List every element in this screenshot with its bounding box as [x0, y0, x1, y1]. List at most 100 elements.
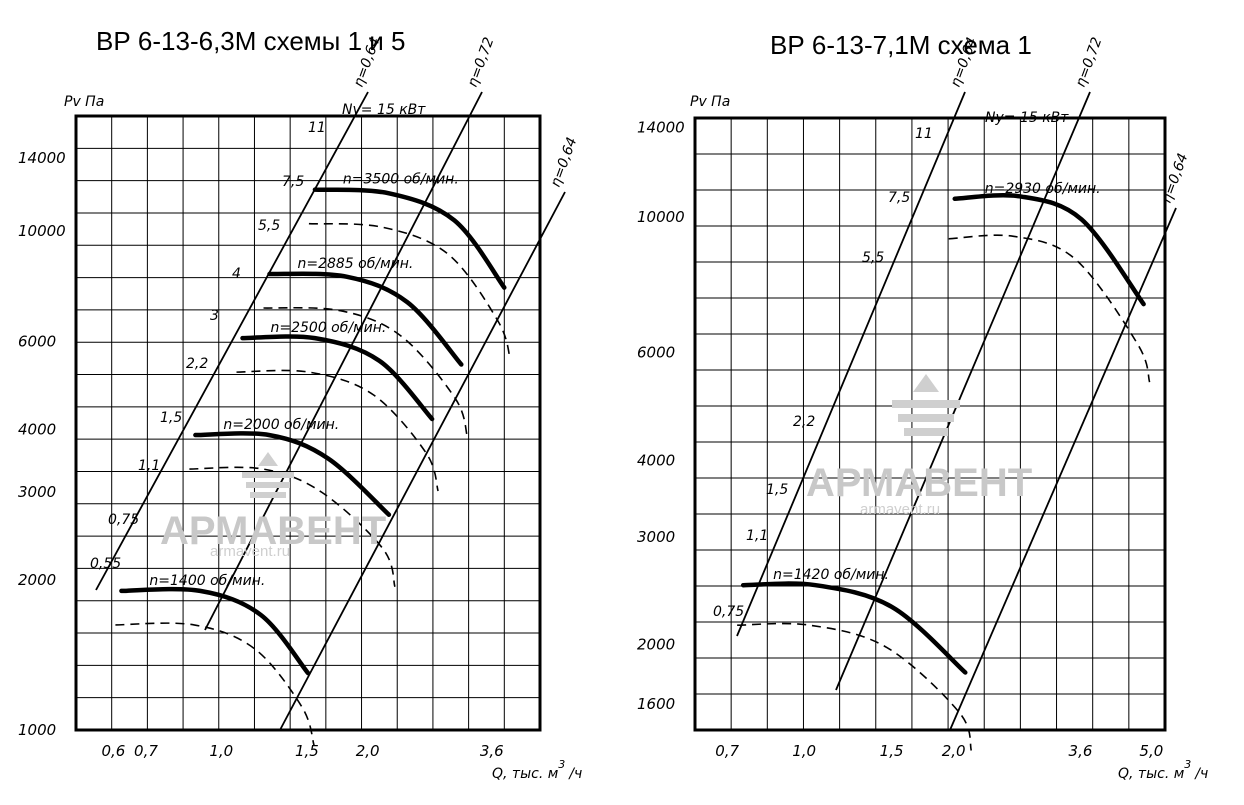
y-tick-label: 4000	[18, 421, 56, 439]
power-label: 5,5	[258, 218, 280, 234]
y-tick-label: 6000	[637, 344, 675, 362]
x-tick-label: 2,0	[942, 742, 966, 760]
chart-right-y-ticks: 1600 2000 3000 4000 6000 10000 14000	[637, 118, 685, 713]
chart-left-ylabel: Pv Па	[64, 94, 104, 110]
power-curve	[263, 306, 469, 437]
power-curve	[737, 622, 973, 751]
power-label: 1,5	[766, 482, 788, 498]
chart-left-y-ticks: 1000 2000 3000 4000 6000 10000 14000	[18, 149, 66, 739]
chart-left-curves	[95, 91, 566, 746]
power-label: 11	[915, 126, 933, 142]
chart-left: ВР 6-13-6,3М схемы 1 и 5 Pv Па 0,6 0,7 1,0…	[18, 26, 582, 782]
y-tick-label: 6000	[18, 333, 56, 351]
speed-curve-label: n=1400 об/мин.	[149, 573, 265, 589]
watermark-brand: АРМАВЕНТ	[806, 461, 1032, 505]
chart-right-xlabel: Q, тыс. м3/ч	[1118, 758, 1208, 782]
efficiency-label: η=0,72	[465, 35, 498, 89]
y-tick-label: 3000	[18, 483, 56, 501]
y-tick-label: 4000	[637, 451, 675, 469]
watermark-logo-icon	[242, 452, 294, 498]
x-tick-label: 5,0	[1139, 742, 1163, 760]
power-label: 1,5	[160, 410, 182, 426]
power-curve	[236, 369, 439, 492]
watermark-site: armavent.ru	[860, 501, 940, 518]
power-label: 0,55	[90, 556, 121, 572]
speed-curve-label: n=2000 об/мин.	[223, 417, 339, 433]
speed-curve	[119, 586, 311, 676]
y-tick-label: 1600	[637, 695, 675, 713]
chart-left-power-title: Ny= 15 кВт	[342, 102, 426, 118]
power-label: 1,1	[746, 528, 768, 544]
chart-right-title: ВР 6-13-7,1М схема 1	[770, 30, 1032, 60]
speed-curve	[193, 431, 392, 517]
speed-curve-label: n=2500 об/мин.	[271, 320, 387, 336]
speed-curve-label: n=1420 об/мин.	[773, 567, 889, 583]
chart-left-grid	[76, 116, 540, 730]
efficiency-label: η=0,64	[548, 135, 581, 189]
watermark-left: АРМАВЕНТ armavent.ru	[160, 452, 386, 560]
y-tick-label: 3000	[637, 528, 675, 546]
x-tick-label: 0,6	[102, 742, 126, 760]
power-curve	[308, 222, 512, 360]
power-label: 1,1	[138, 458, 160, 474]
speed-curve-label: n=3500 об/мин.	[343, 172, 459, 188]
power-curve	[115, 622, 315, 746]
efficiency-line	[835, 91, 1091, 691]
efficiency-line	[949, 207, 1177, 731]
chart-right-power-title: Ny= 15 кВт	[985, 110, 1069, 126]
y-tick-label: 14000	[637, 118, 685, 136]
power-label: 4	[232, 266, 241, 282]
y-tick-label: 1000	[18, 721, 56, 739]
speed-curve	[952, 192, 1146, 307]
x-tick-label: 3,6	[480, 742, 504, 760]
x-tick-label: 0,7	[715, 742, 739, 760]
watermark-site: armavent.ru	[210, 543, 290, 560]
power-label: 2,2	[793, 414, 815, 430]
power-label: 7,5	[888, 190, 910, 206]
efficiency-line	[204, 91, 483, 631]
chart-left-x-ticks: 0,6 0,7 1,0 1,5 2,0 3,6	[102, 742, 504, 760]
efficiency-line	[95, 91, 369, 591]
x-tick-label: 1,5	[295, 742, 319, 760]
chart-left-frame	[74, 114, 542, 732]
x-tick-label: 3,6	[1069, 742, 1093, 760]
x-tick-label: 0,7	[134, 742, 158, 760]
chart-right-curves	[736, 91, 1177, 751]
chart-left-labels: n=3500 об/мин. n=2885 об/мин. n=2500 об/ми…	[90, 35, 580, 589]
x-tick-label: 1,0	[792, 742, 816, 760]
power-label: 7,5	[282, 174, 304, 190]
chart-left-xlabel: Q, тыс. м3/ч	[492, 758, 582, 782]
watermark-right: АРМАВЕНТ armavent.ru	[806, 374, 1032, 518]
chart-right-frame	[693, 116, 1167, 732]
efficiency-line	[736, 91, 966, 637]
speed-curve	[240, 334, 435, 422]
y-tick-label: 2000	[637, 636, 675, 654]
x-tick-label: 1,5	[880, 742, 904, 760]
y-tick-label: 14000	[18, 149, 66, 167]
chart-right: ВР 6-13-7,1М схема 1 Pv Па 0,7 1,0 1,5 2,0 3…	[637, 30, 1208, 782]
power-curve	[189, 466, 396, 587]
power-label: 11	[308, 120, 326, 136]
speed-curve-label: n=2885 об/мин.	[297, 256, 413, 272]
speed-curve	[312, 187, 507, 290]
watermark-logo-icon	[892, 374, 960, 436]
watermark-brand: АРМАВЕНТ	[160, 509, 386, 553]
power-label: 5,5	[862, 250, 884, 266]
x-tick-label: 2,0	[356, 742, 380, 760]
power-label: 3	[210, 308, 219, 324]
power-label: 0,75	[713, 604, 744, 620]
y-tick-label: 10000	[637, 208, 685, 226]
efficiency-line	[279, 191, 566, 731]
speed-curve-label: n=2930 об/мин.	[985, 181, 1101, 197]
chart-left-title: ВР 6-13-6,3М схемы 1 и 5	[96, 26, 405, 56]
chart-right-ylabel: Pv Па	[690, 94, 730, 110]
power-curve	[948, 234, 1151, 383]
efficiency-label: η=0,72	[1073, 35, 1106, 89]
x-tick-label: 1,0	[209, 742, 233, 760]
y-tick-label: 2000	[18, 571, 56, 589]
y-tick-label: 10000	[18, 222, 66, 240]
chart-right-x-ticks: 0,7 1,0 1,5 2,0 3,6 5,0	[715, 742, 1163, 760]
power-label: 0,75	[108, 512, 139, 528]
power-label: 2,2	[186, 356, 208, 372]
